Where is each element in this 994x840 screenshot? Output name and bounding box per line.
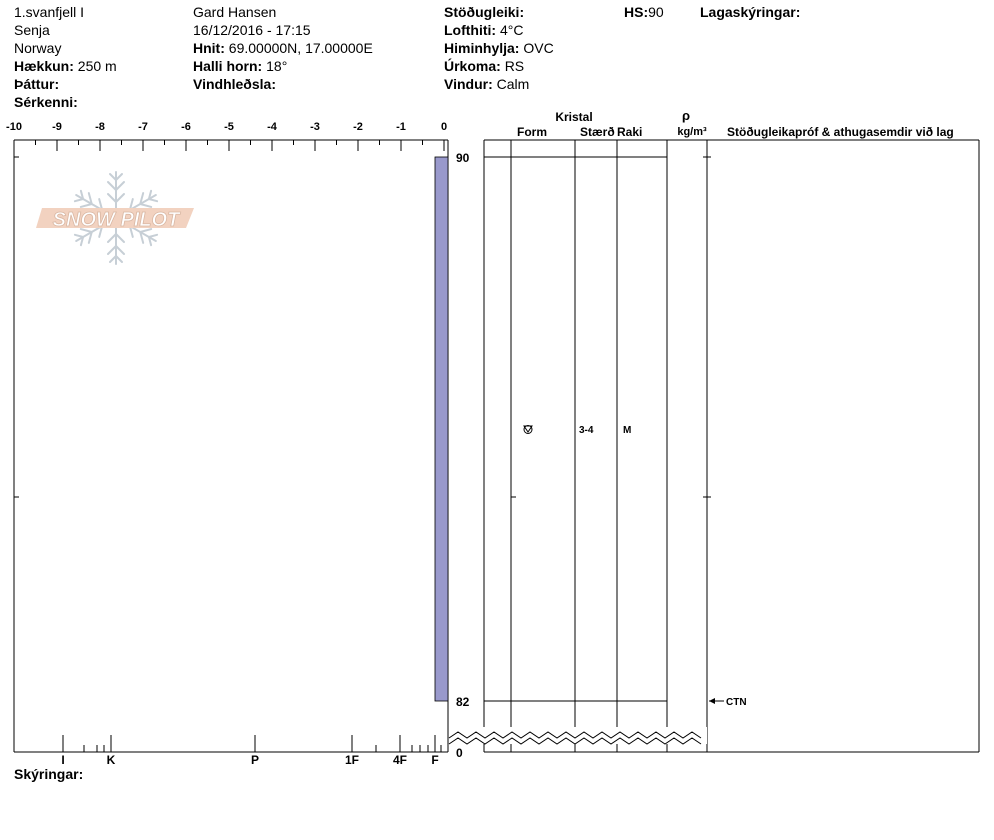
wind-loading-label: Vindhleðsla: xyxy=(193,76,276,92)
wind-row: Vindur: Calm xyxy=(444,76,529,93)
snowpilot-logo: SNOW PILOT xyxy=(36,171,194,265)
layer-notes-label: Lagaskýringar: xyxy=(700,4,801,20)
height-axis: 90 82 0 xyxy=(456,151,667,760)
footer-notes-row: Skýringar: xyxy=(14,766,83,783)
coords-row: Hnit: 69.00000N, 17.00000E xyxy=(193,40,373,57)
crystal-size: 3-4 xyxy=(579,425,594,436)
temp-tick-label: -2 xyxy=(353,121,363,133)
hs-row: HS:90 xyxy=(624,4,664,21)
temp-tick-label: -7 xyxy=(138,121,148,133)
air-temp-value: 4°C xyxy=(499,22,524,38)
test-arrow-head xyxy=(709,698,715,704)
wind-label: Vindur: xyxy=(444,76,493,92)
temp-tick-label: -4 xyxy=(267,121,278,133)
slope-label: Halli horn: xyxy=(193,58,263,74)
aspect-label: Þáttur: xyxy=(14,76,60,92)
temp-tick-label: -3 xyxy=(310,121,320,133)
density-symbol: ρ xyxy=(682,108,690,123)
hardness-tick-label: 1F xyxy=(345,753,359,767)
precip-value: RS xyxy=(504,58,525,74)
temp-tick-label: -9 xyxy=(52,121,62,133)
wind-loading-row: Vindhleðsla: xyxy=(193,76,276,93)
height-label: 90 xyxy=(456,151,470,165)
elevation-label: Hækkun: xyxy=(14,58,74,74)
temperature-axis: -10 -9 -8 -7 -6 -5 -4 -3 -2 -1 0 xyxy=(6,121,447,151)
observer-name: Gard Hansen xyxy=(193,4,277,20)
temp-tick-label: -8 xyxy=(95,121,105,133)
air-temp-label: Lofthiti: xyxy=(444,22,497,38)
hardness-tick-label: K xyxy=(107,753,116,767)
coords-label: Hnit: xyxy=(193,40,225,56)
temp-tick-label: -10 xyxy=(6,121,22,133)
height-label: 0 xyxy=(456,746,463,760)
slope-row: Halli horn: 18° xyxy=(193,58,287,75)
elevation-value: 250 m xyxy=(77,58,117,74)
wind-value: Calm xyxy=(496,76,530,92)
stability-row: Stöðugleiki: xyxy=(444,4,524,21)
stability-label: Stöðugleiki: xyxy=(444,4,525,20)
profile-frame xyxy=(13,139,449,753)
ground-break xyxy=(448,727,707,745)
slope-value: 18° xyxy=(266,58,288,74)
comments-header: Stöðugleikapróf & athugasemdir við lag xyxy=(727,125,954,139)
test-result: CTN xyxy=(726,697,747,708)
temp-tick-label: -5 xyxy=(224,121,234,133)
country-name: Norway xyxy=(14,40,62,56)
location-name: 1.svanfjell I xyxy=(14,4,85,20)
density-unit: kg/m³ xyxy=(677,126,707,138)
precip-label: Úrkoma: xyxy=(444,58,501,74)
size-header: Stærð xyxy=(580,125,615,139)
moisture-value: M xyxy=(623,425,631,436)
aspect-row: Þáttur: xyxy=(14,76,59,93)
sky-row: Himinhylja: OVC xyxy=(444,40,554,57)
hs-value: 90 xyxy=(648,4,664,20)
temp-tick-label: -6 xyxy=(181,121,191,133)
temp-tick-label: 0 xyxy=(441,121,447,133)
hardness-bar xyxy=(434,156,449,702)
footer-notes-label: Skýringar: xyxy=(14,766,84,782)
table-headers: Kristal Form Stærð Raki ρ kg/m³ Stöðugle… xyxy=(517,108,954,139)
air-temp-row: Lofthiti: 4°C xyxy=(444,22,523,39)
rounded-circle xyxy=(523,425,533,434)
hardness-tick-label: I xyxy=(61,753,64,767)
logo-text: SNOW PILOT xyxy=(53,209,181,231)
height-label: 82 xyxy=(456,695,470,709)
zigzag-line xyxy=(448,737,702,745)
sky-label: Himinhylja: xyxy=(444,40,520,56)
crystal-header: Kristal xyxy=(555,110,592,124)
observation-datetime: 16/12/2016 - 17:15 xyxy=(193,22,311,38)
zigzag-line xyxy=(448,731,702,739)
precip-row: Úrkoma: RS xyxy=(444,58,524,75)
form-header: Form xyxy=(517,125,547,139)
temp-tick-label: -1 xyxy=(396,121,406,133)
hardness-tick-label: 4F xyxy=(393,753,407,767)
elevation-row: Hækkun: 250 m xyxy=(14,58,117,75)
layer-notes-row: Lagaskýringar: xyxy=(700,4,800,21)
hardness-tick-label: F xyxy=(431,753,438,767)
hardness-axis: I K P 1F 4F F xyxy=(61,735,442,767)
faceted-rounded-icon xyxy=(523,425,533,434)
features-label: Sérkenni: xyxy=(14,94,78,110)
sky-value: OVC xyxy=(523,40,554,56)
layer-rows: 3-4 M CTN xyxy=(523,425,747,708)
region-name: Senja xyxy=(14,22,50,38)
hardness-bars xyxy=(434,156,449,702)
coords-value: 69.00000N, 17.00000E xyxy=(228,40,373,56)
features-row: Sérkenni: xyxy=(14,94,78,111)
hardness-tick-label: P xyxy=(251,753,259,767)
moisture-header: Raki xyxy=(617,125,642,139)
layer-table xyxy=(483,139,980,753)
hs-label: HS: xyxy=(624,4,649,20)
